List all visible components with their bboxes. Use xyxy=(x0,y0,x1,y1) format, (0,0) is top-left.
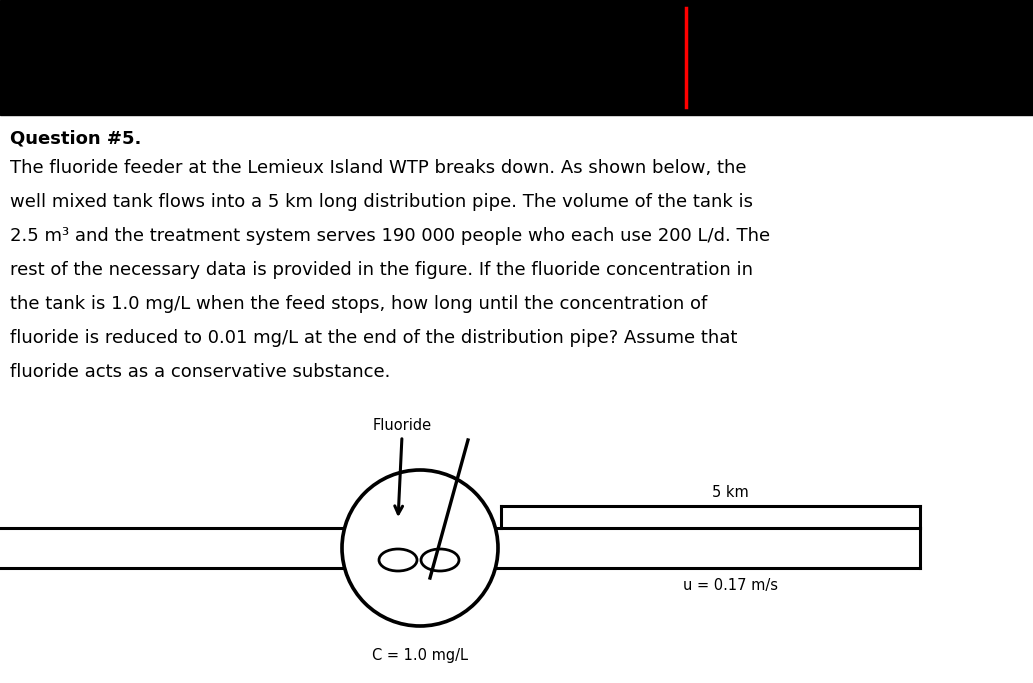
Text: The fluoride feeder at the Lemieux Island WTP breaks down. As shown below, the: The fluoride feeder at the Lemieux Islan… xyxy=(10,159,747,177)
Text: 5 km: 5 km xyxy=(712,485,749,500)
Text: fluoride is reduced to 0.01 mg/L at the end of the distribution pipe? Assume tha: fluoride is reduced to 0.01 mg/L at the … xyxy=(10,329,738,347)
Text: Fluoride: Fluoride xyxy=(373,418,432,433)
Text: C = 1.0 mg/L: C = 1.0 mg/L xyxy=(372,648,468,663)
Text: fluoride acts as a conservative substance.: fluoride acts as a conservative substanc… xyxy=(10,363,390,381)
Text: 2.5 m³ and the treatment system serves 190 000 people who each use 200 L/d. The: 2.5 m³ and the treatment system serves 1… xyxy=(10,227,771,245)
Text: Question #5.: Question #5. xyxy=(10,129,142,147)
Bar xyxy=(0,0,1033,115)
Text: well mixed tank flows into a 5 km long distribution pipe. The volume of the tank: well mixed tank flows into a 5 km long d… xyxy=(10,193,753,211)
Text: the tank is 1.0 mg/L when the feed stops, how long until the concentration of: the tank is 1.0 mg/L when the feed stops… xyxy=(10,295,708,313)
Text: rest of the necessary data is provided in the figure. If the fluoride concentrat: rest of the necessary data is provided i… xyxy=(10,261,753,279)
Text: u = 0.17 m/s: u = 0.17 m/s xyxy=(683,578,778,593)
